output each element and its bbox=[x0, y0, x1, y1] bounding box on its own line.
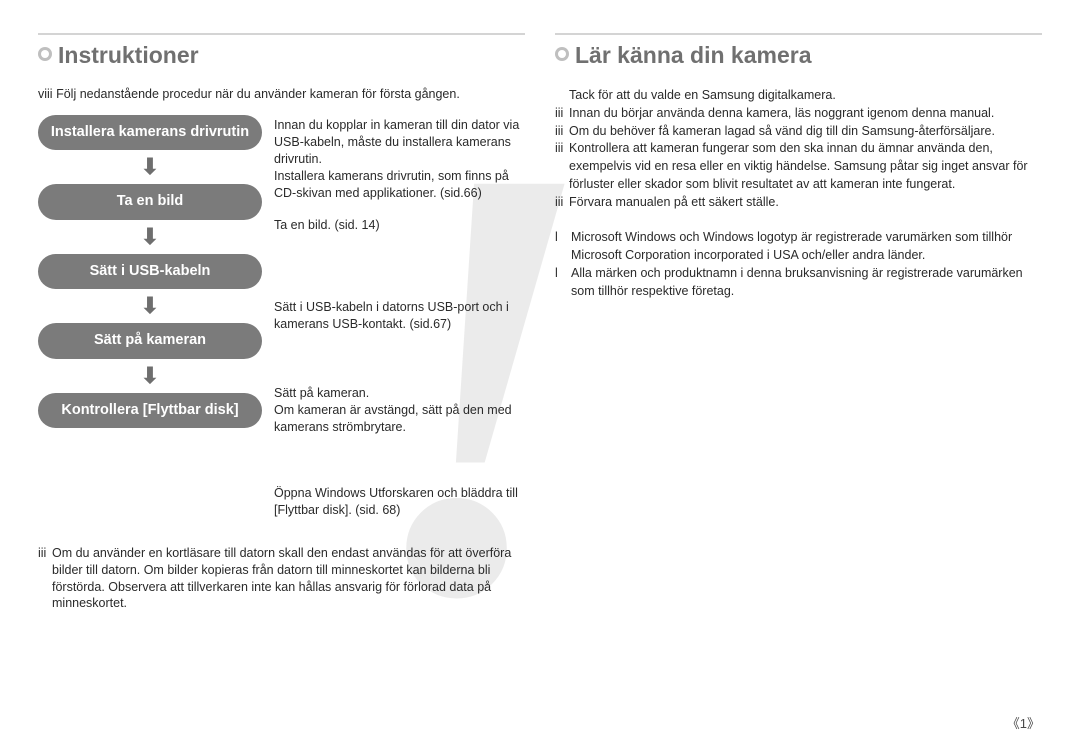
list-item-text: Kontrollera att kameran fungerar som den… bbox=[569, 140, 1042, 193]
page-number: 《1》 bbox=[1007, 713, 1040, 732]
bullet-marker: iii bbox=[555, 123, 569, 141]
step-3-desc: Sätt i USB-kabeln i datorns USB-port och… bbox=[274, 299, 525, 377]
left-intro: viii Följ nedanstående procedur när du a… bbox=[38, 87, 525, 101]
list-item-text: Alla märken och produktnamn i denna bruk… bbox=[571, 265, 1042, 301]
list-item: iiiInnan du börjar använda denna kamera,… bbox=[555, 105, 1042, 123]
right-column: Lär känna din kamera Tack för att du val… bbox=[555, 38, 1042, 612]
heading-right: Lär känna din kamera bbox=[555, 38, 1042, 69]
step-1-pill: Installera kamerans drivrutin bbox=[38, 115, 262, 150]
flow-descriptions: Innan du kopplar in kameran till din dat… bbox=[274, 115, 525, 527]
list-item-text: Innan du börjar använda denna kamera, lä… bbox=[569, 105, 994, 123]
down-arrow-icon: ⬇ bbox=[38, 226, 262, 248]
heading-left-text: Instruktioner bbox=[58, 38, 199, 69]
heading-dot-icon bbox=[38, 47, 52, 61]
list-item: iiiOm du behöver få kameran lagad så vän… bbox=[555, 123, 1042, 141]
heading-left: Instruktioner bbox=[38, 38, 525, 69]
down-arrow-icon: ⬇ bbox=[38, 365, 262, 387]
step-5-desc: Öppna Windows Utforskaren och bläddra ti… bbox=[274, 485, 525, 519]
left-column: Instruktioner viii Följ nedanstående pro… bbox=[38, 38, 525, 612]
step-1-desc: Innan du kopplar in kameran till din dat… bbox=[274, 117, 525, 209]
flow-steps: Installera kamerans drivrutin ⬇ Ta en bi… bbox=[38, 115, 262, 428]
down-arrow-icon: ⬇ bbox=[38, 156, 262, 178]
list-item: iiiFörvara manualen på ett säkert ställe… bbox=[555, 194, 1042, 212]
step-2-pill: Ta en bild bbox=[38, 184, 262, 219]
heading-rule bbox=[38, 33, 525, 35]
flow-diagram: Installera kamerans drivrutin ⬇ Ta en bi… bbox=[38, 115, 525, 527]
step-4-pill: Sätt på kameran bbox=[38, 323, 262, 358]
left-intro-text: Följ nedanstående procedur när du använd… bbox=[56, 87, 460, 101]
list-item: lAlla märken och produktnamn i denna bru… bbox=[555, 265, 1042, 301]
step-2-desc: Ta en bild. (sid. 14) bbox=[274, 217, 525, 291]
heading-rule bbox=[555, 33, 1042, 35]
page: Instruktioner viii Följ nedanstående pro… bbox=[0, 0, 1080, 612]
trademark-block: lMicrosoft Windows och Windows logotyp ä… bbox=[555, 229, 1042, 300]
right-body-list: Tack för att du valde en Samsung digital… bbox=[555, 87, 1042, 211]
bullet-marker bbox=[555, 87, 569, 105]
list-item-text: Tack för att du valde en Samsung digital… bbox=[569, 87, 836, 105]
bullet-marker: viii bbox=[38, 87, 53, 101]
bullet-marker: iii bbox=[555, 194, 569, 212]
bullet-marker: iii bbox=[38, 545, 52, 613]
heading-dot-icon bbox=[555, 47, 569, 61]
bullet-marker: iii bbox=[555, 105, 569, 123]
bullet-marker: iii bbox=[555, 140, 569, 193]
list-item: Tack för att du valde en Samsung digital… bbox=[555, 87, 1042, 105]
list-item: lMicrosoft Windows och Windows logotyp ä… bbox=[555, 229, 1042, 265]
step-5-pill: Kontrollera [Flyttbar disk] bbox=[38, 393, 262, 428]
list-item: iiiKontrollera att kameran fungerar som … bbox=[555, 140, 1042, 193]
list-item-text: Förvara manualen på ett säkert ställe. bbox=[569, 194, 779, 212]
list-item-text: Microsoft Windows och Windows logotyp är… bbox=[571, 229, 1042, 265]
heading-right-text: Lär känna din kamera bbox=[575, 38, 812, 69]
bullet-marker: l bbox=[555, 265, 571, 301]
left-footnote: iii Om du använder en kortläsare till da… bbox=[38, 545, 525, 613]
left-footnote-text: Om du använder en kortläsare till datorn… bbox=[52, 545, 525, 613]
list-item-text: Om du behöver få kameran lagad så vänd d… bbox=[569, 123, 995, 141]
step-3-pill: Sätt i USB-kabeln bbox=[38, 254, 262, 289]
down-arrow-icon: ⬇ bbox=[38, 295, 262, 317]
bullet-marker: l bbox=[555, 229, 571, 265]
step-4-desc: Sätt på kameran.Om kameran är avstängd, … bbox=[274, 385, 525, 477]
